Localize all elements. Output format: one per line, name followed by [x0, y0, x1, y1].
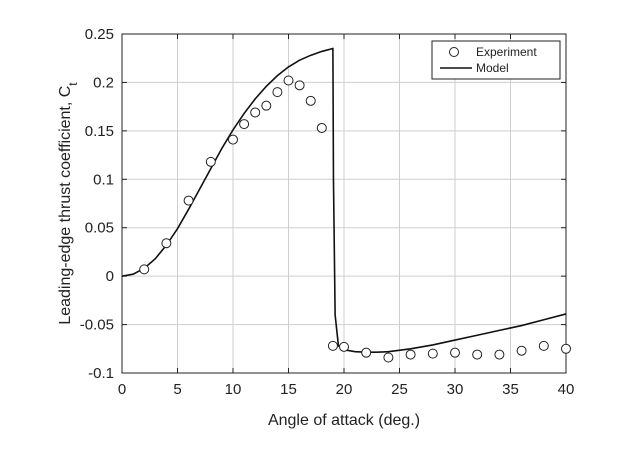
experiment-point	[294, 80, 305, 91]
legend-model-label: Model	[476, 61, 509, 75]
experiment-point	[450, 347, 460, 358]
experiment-point	[261, 100, 272, 111]
experiment-point	[383, 352, 394, 363]
experiment-point	[161, 238, 172, 249]
experiment-series	[139, 75, 571, 363]
model-series	[121, 47, 567, 353]
x-tick-label: 15	[280, 381, 297, 398]
y-tick-label: 0.2	[93, 74, 114, 91]
model-line	[121, 47, 567, 353]
axis-ticks	[121, 33, 567, 374]
x-tick-label: 0	[118, 381, 126, 398]
experiment-point	[305, 95, 316, 106]
y-tick-label: -0.05	[80, 317, 114, 334]
experiment-point	[283, 75, 294, 86]
y-tick-label: 0.1	[93, 171, 114, 188]
x-axis-title: Angle of attack (deg.)	[268, 412, 420, 429]
y-tick-label: 0.15	[85, 123, 114, 140]
experiment-point	[316, 122, 327, 133]
experiment-point	[239, 119, 250, 130]
grid	[122, 34, 566, 373]
x-tick-label: 20	[336, 381, 353, 398]
experiment-point	[516, 345, 527, 356]
y-tick-label: 0.05	[85, 220, 114, 237]
x-tick-label: 5	[173, 381, 181, 398]
experiment-point	[472, 349, 483, 360]
y-tick-label: 0.25	[85, 26, 114, 43]
experiment-point	[272, 87, 283, 98]
experiment-point	[250, 107, 261, 118]
experiment-point	[205, 156, 216, 167]
y-axis-title-main: Leading-edge thrust coefficient, C	[57, 86, 74, 325]
y-tick-label: 0	[106, 268, 114, 285]
experiment-point	[427, 348, 438, 359]
y-axis-title-subscript: t	[66, 82, 80, 86]
x-tick-label: 40	[558, 381, 575, 398]
experiment-point	[327, 340, 338, 351]
y-axis-title: Leading-edge thrust coefficient, Ct	[57, 82, 80, 325]
y-tick-labels: -0.1 -0.05 0 0.05 0.1 0.15 0.2 0.25	[80, 26, 114, 382]
x-tick-label: 10	[225, 381, 242, 398]
experiment-point	[561, 343, 571, 354]
experiment-point	[183, 195, 194, 206]
x-tick-label: 30	[447, 381, 464, 398]
experiment-point	[538, 340, 549, 351]
legend: Experiment Model	[431, 40, 561, 80]
x-tick-label: 35	[502, 381, 519, 398]
legend-experiment-label: Experiment	[476, 45, 537, 59]
legend-experiment-marker	[449, 47, 459, 57]
experiment-point	[405, 349, 416, 360]
experiment-point	[339, 341, 349, 352]
x-tick-labels: 0 5 10 15 20 25 30 35 40	[118, 381, 575, 398]
experiment-point	[361, 347, 372, 358]
y-tick-label: -0.1	[88, 365, 114, 382]
experiment-point	[228, 134, 238, 145]
experiment-point	[494, 349, 505, 360]
x-tick-label: 25	[391, 381, 408, 398]
experiment-point	[139, 264, 150, 275]
